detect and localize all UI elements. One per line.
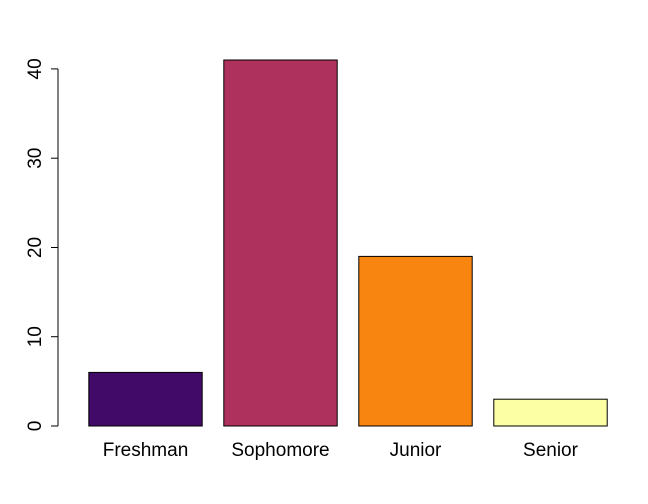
y-tick-label-20: 20 bbox=[25, 237, 46, 258]
bar-freshman bbox=[88, 371, 203, 427]
x-tick-label-freshman: Freshman bbox=[103, 440, 189, 461]
bar-sophomore bbox=[223, 59, 338, 427]
y-axis: 0 10 20 30 40 bbox=[25, 58, 59, 432]
y-tick-label-30: 30 bbox=[25, 148, 46, 169]
x-tick-label-sophomore: Sophomore bbox=[231, 440, 329, 461]
bar-senior bbox=[493, 398, 608, 427]
x-axis-labels: Freshman Sophomore Junior Senior bbox=[103, 440, 579, 461]
y-tick-label-10: 10 bbox=[25, 326, 46, 347]
x-tick-label-junior: Junior bbox=[390, 440, 442, 461]
y-tick-label-40: 40 bbox=[25, 58, 46, 79]
y-tick-label-0: 0 bbox=[25, 421, 46, 432]
x-tick-label-senior: Senior bbox=[523, 440, 579, 461]
bar-junior bbox=[358, 255, 473, 427]
bars-layer bbox=[88, 59, 608, 427]
